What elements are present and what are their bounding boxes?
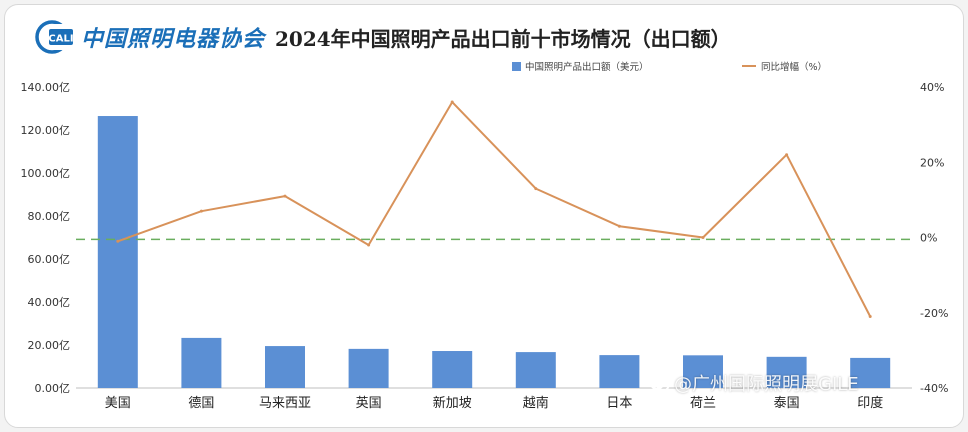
x-tick-label: 马来西亚 xyxy=(259,396,311,411)
cali-logo-icon: CALI xyxy=(35,20,75,54)
bar-4 xyxy=(432,351,473,388)
x-tick-label: 印度 xyxy=(857,395,883,411)
logo-text: 中国照明电器协会 xyxy=(81,26,266,52)
growth-point-2 xyxy=(283,194,287,198)
watermark: @广州国际照明展GILE xyxy=(648,370,859,396)
bar-8 xyxy=(766,356,807,388)
bar-6 xyxy=(599,355,640,388)
y-right-tick-label: 0% xyxy=(920,232,937,245)
x-tick-label: 英国 xyxy=(356,396,382,411)
y-left-tick-label: 0.00亿 xyxy=(35,382,71,395)
growth-point-0 xyxy=(116,239,120,243)
growth-point-8 xyxy=(785,153,789,157)
y-left-tick-label: 100.00亿 xyxy=(21,167,71,180)
x-tick-label: 新加坡 xyxy=(433,395,472,411)
y-right-tick-label: -20% xyxy=(920,307,948,320)
bar-1 xyxy=(181,337,222,388)
chart-card: CALI 中国照明电器协会 2024年中国照明产品出口前十市场情况（出口额） xyxy=(4,4,964,428)
y-left-tick-label: 80.00亿 xyxy=(28,210,71,223)
x-tick-label: 荷兰 xyxy=(690,396,716,411)
x-tick-label: 美国 xyxy=(105,396,131,411)
y-left-tick-label: 120.00亿 xyxy=(21,124,71,137)
growth-point-5 xyxy=(534,187,538,191)
growth-point-1 xyxy=(199,209,203,213)
growth-point-3 xyxy=(367,243,371,247)
x-tick-label: 泰国 xyxy=(774,396,800,411)
legend-line-label: 同比增幅（%） xyxy=(761,61,827,73)
growth-point-7 xyxy=(701,236,705,239)
y-left-tick-label: 40.00亿 xyxy=(28,296,71,309)
bar-0 xyxy=(97,116,138,389)
bar-7 xyxy=(683,355,723,388)
bar-5 xyxy=(515,352,556,388)
y-right-tick-label: 40% xyxy=(920,81,944,94)
y-right-tick-label: -40% xyxy=(920,382,948,395)
growth-point-6 xyxy=(617,224,621,228)
bar-9 xyxy=(850,357,891,388)
y-right-tick-label: 20% xyxy=(920,156,944,169)
logo: CALI 中国照明电器协会 xyxy=(35,19,265,55)
bar-2 xyxy=(265,346,305,388)
chat-bubble-icon xyxy=(648,374,670,391)
growth-point-4 xyxy=(450,100,454,104)
y-left-tick-label: 60.00亿 xyxy=(28,253,71,266)
svg-text:CALI: CALI xyxy=(48,34,73,45)
legend-bar-swatch xyxy=(512,62,521,71)
x-tick-label: 德国 xyxy=(188,396,214,411)
x-tick-label: 日本 xyxy=(606,396,632,411)
bar-3 xyxy=(348,348,389,388)
chart-title: 2024年中国照明产品出口前十市场情况（出口额） xyxy=(275,27,731,51)
growth-series-line xyxy=(117,101,872,317)
growth-point-9 xyxy=(868,315,872,319)
x-tick-label: 越南 xyxy=(523,395,549,411)
y-left-tick-label: 140.00亿 xyxy=(21,81,71,94)
watermark-text: @广州国际照明展GILE xyxy=(674,374,859,395)
legend-bar-label: 中国照明产品出口额（美元） xyxy=(525,61,649,73)
y-left-tick-label: 20.00亿 xyxy=(28,339,71,352)
